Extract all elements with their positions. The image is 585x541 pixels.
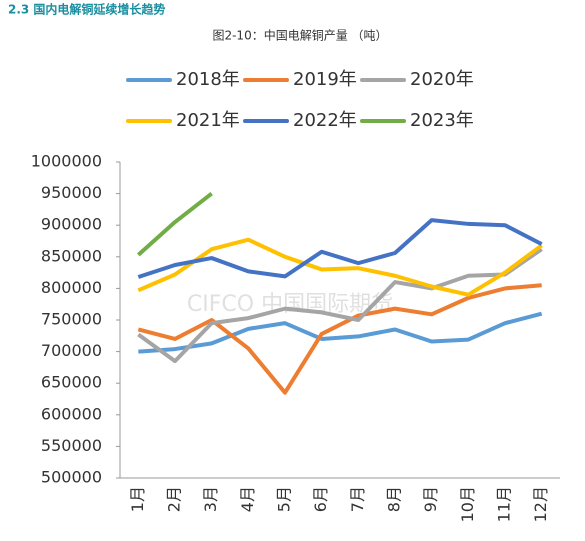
legend-label: 2020年: [410, 69, 474, 90]
x-tick-label: 5月: [275, 486, 294, 512]
watermark: CIFCO 中国国际期货: [187, 292, 393, 317]
x-tick-label: 10月: [458, 486, 477, 522]
y-tick-label: 950000: [41, 183, 102, 202]
x-tick-label: 3月: [201, 486, 220, 512]
x-tick-label: 6月: [311, 486, 330, 512]
x-tick-label: 8月: [385, 486, 404, 512]
x-tick-label: 12月: [531, 486, 550, 522]
y-tick-label: 900000: [41, 215, 102, 234]
series-line: [137, 247, 543, 364]
y-tick-label: 1000000: [31, 152, 102, 171]
series-line: [136, 192, 213, 257]
y-tick-label: 750000: [41, 310, 102, 329]
y-tick-label: 850000: [41, 246, 102, 265]
y-tick-label: 500000: [41, 468, 102, 487]
legend-label: 2023年: [410, 110, 474, 131]
legend-label: 2022年: [293, 110, 357, 131]
x-tick-label: 7月: [348, 486, 367, 512]
x-tick-label: 11月: [495, 486, 514, 522]
series-line: [137, 218, 543, 279]
y-tick-label: 550000: [41, 436, 102, 455]
chart-title: 图2-10：中国电解铜产量 （吨）: [212, 28, 387, 43]
series-line: [137, 283, 542, 395]
y-tick-label: 700000: [41, 341, 102, 360]
x-tick-label: 9月: [421, 486, 440, 512]
x-tick-label: 2月: [165, 486, 184, 512]
series-line: [137, 237, 543, 297]
x-tick-label: 4月: [238, 486, 257, 512]
y-tick-label: 800000: [41, 278, 102, 297]
y-tick-label: 600000: [41, 404, 102, 423]
legend-label: 2021年: [176, 110, 240, 131]
x-tick-label: 1月: [128, 486, 147, 512]
section-heading: 2.3 国内电解铜延续增长趋势: [8, 2, 165, 17]
legend-label: 2019年: [293, 69, 357, 90]
series-line: [138, 311, 543, 354]
y-tick-label: 650000: [41, 373, 102, 392]
legend-label: 2018年: [176, 69, 240, 90]
